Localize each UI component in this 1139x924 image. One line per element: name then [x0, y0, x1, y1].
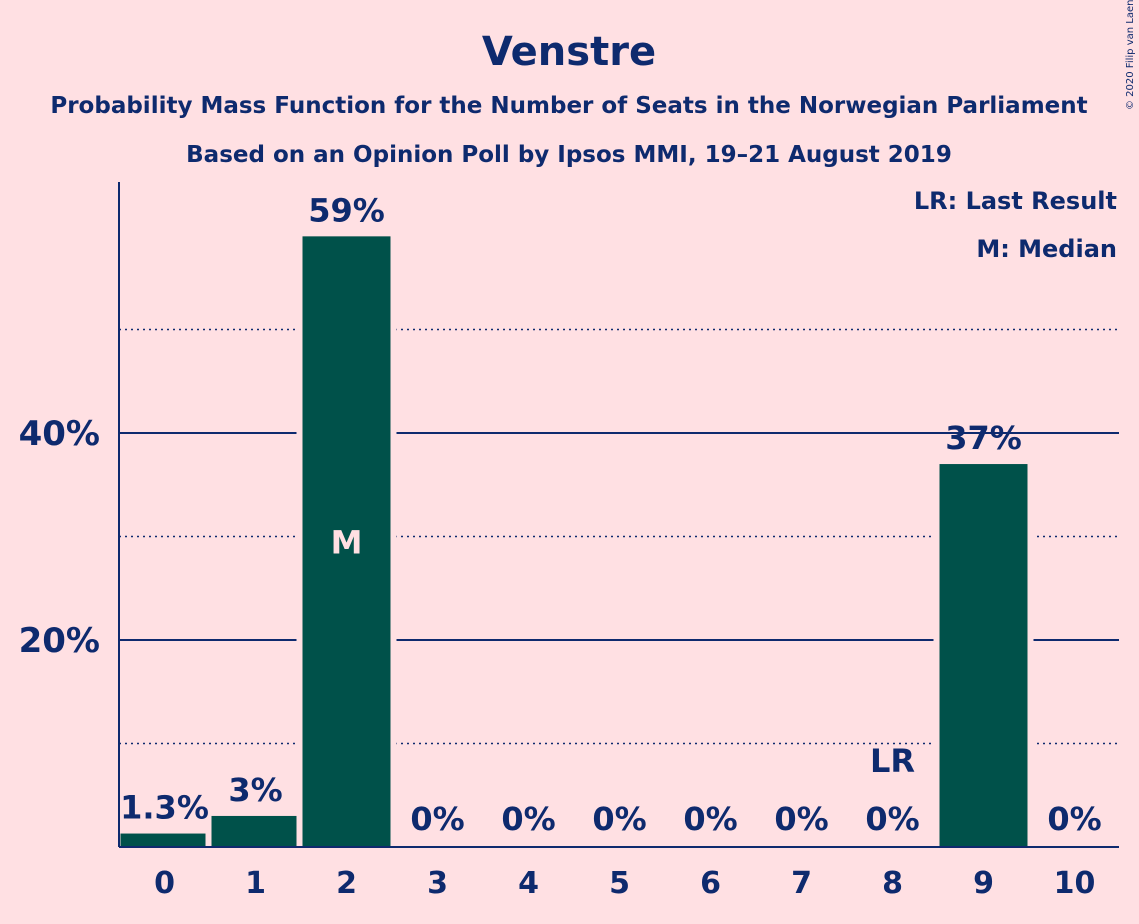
bar — [211, 815, 300, 847]
last-result-marker: LR — [870, 742, 915, 780]
labels-group: 20%40%1.3%03%159%20%30%40%50%60%70%837%9… — [19, 191, 1102, 901]
legend-last-result: LR: Last Result — [914, 187, 1117, 215]
x-tick-label: 7 — [791, 866, 812, 901]
x-tick-label: 5 — [609, 866, 630, 901]
x-tick-label: 9 — [973, 866, 994, 901]
chart-subtitle-2: Based on an Opinion Poll by Ipsos MMI, 1… — [186, 142, 952, 168]
median-marker: M — [331, 524, 363, 562]
value-label: 0% — [683, 800, 737, 838]
bars-group — [114, 236, 1034, 848]
value-label: 0% — [592, 800, 646, 838]
y-tick-label: 40% — [19, 414, 100, 454]
y-tick-label: 20% — [19, 621, 100, 661]
x-tick-label: 3 — [427, 866, 448, 901]
x-tick-label: 6 — [700, 866, 721, 901]
value-label: 59% — [308, 191, 385, 229]
bar — [939, 464, 1028, 847]
bar — [120, 833, 209, 847]
value-label: 3% — [228, 771, 282, 809]
value-label: 1.3% — [120, 789, 209, 827]
copyright-note: © 2020 Filip van Laenen — [1125, 0, 1136, 110]
value-label: 0% — [410, 800, 464, 838]
chart-subtitle-1: Probability Mass Function for the Number… — [50, 93, 1087, 119]
value-label: 0% — [501, 800, 555, 838]
value-label: 37% — [945, 419, 1022, 457]
chart-title: Venstre — [482, 29, 656, 75]
x-tick-label: 4 — [518, 866, 539, 901]
x-tick-label: 1 — [245, 866, 266, 901]
x-tick-label: 8 — [882, 866, 903, 901]
legend-median: M: Median — [976, 235, 1117, 263]
value-label: 0% — [865, 800, 919, 838]
bar — [302, 236, 391, 848]
value-label: 0% — [1047, 800, 1101, 838]
value-label: 0% — [774, 800, 828, 838]
x-tick-label: 0 — [154, 866, 175, 901]
x-tick-label: 10 — [1054, 866, 1096, 901]
x-tick-label: 2 — [336, 866, 357, 901]
